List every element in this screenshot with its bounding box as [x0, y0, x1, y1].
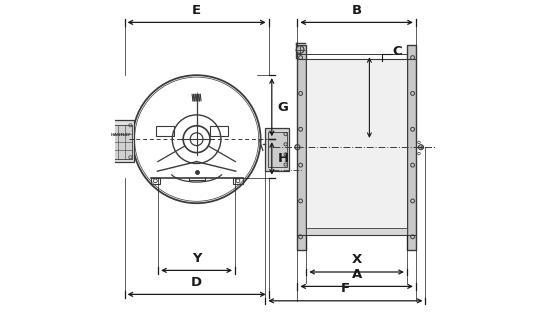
Bar	[151, 178, 160, 184]
Text: HANNAY: HANNAY	[111, 133, 131, 137]
Circle shape	[419, 145, 424, 150]
Text: E: E	[192, 4, 201, 17]
Text: H: H	[278, 152, 289, 165]
Text: D: D	[191, 276, 202, 289]
Text: C: C	[393, 45, 403, 58]
Bar	[266, 128, 289, 171]
Text: X: X	[351, 253, 362, 266]
Circle shape	[296, 46, 304, 53]
Text: Y: Y	[192, 252, 201, 265]
Text: G: G	[278, 101, 288, 114]
Text: B: B	[351, 4, 362, 17]
Bar	[111, 125, 131, 159]
Text: A: A	[351, 268, 362, 281]
Bar	[306, 59, 407, 235]
Bar	[233, 178, 243, 184]
Bar	[306, 228, 407, 235]
Text: F: F	[341, 282, 350, 295]
Bar	[298, 45, 306, 250]
Bar	[108, 121, 134, 162]
Circle shape	[295, 145, 300, 150]
Bar	[268, 132, 287, 167]
Bar	[407, 45, 416, 250]
